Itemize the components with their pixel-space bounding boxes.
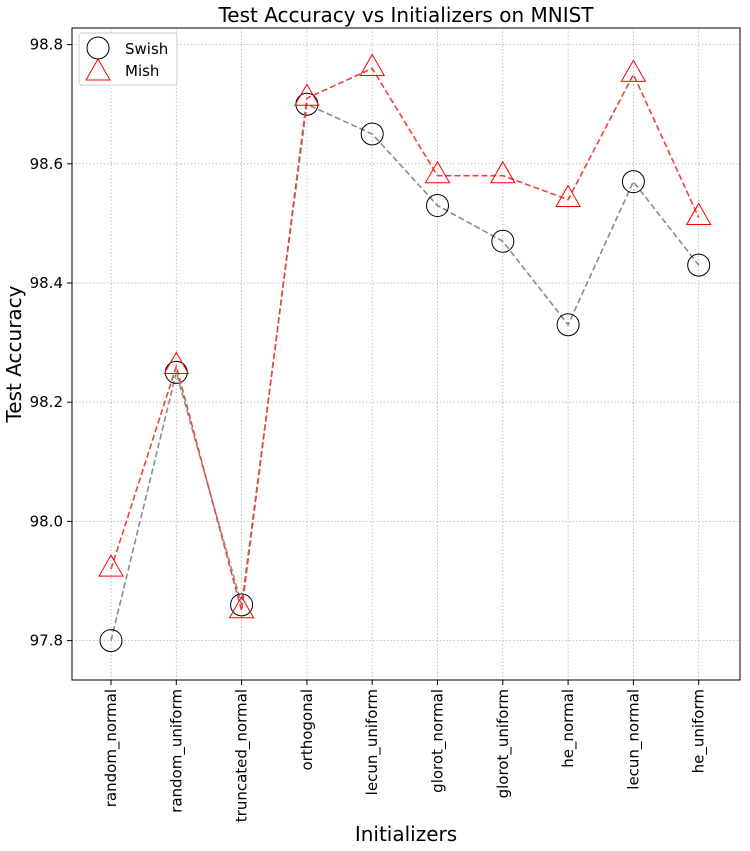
y-axis-ticks: 97.8 98.0 98.2 98.4 98.6 98.8 [30,36,72,650]
swish-point [491,229,515,253]
x-axis-label: Initializers [355,822,457,846]
swish-point [556,313,580,337]
legend-mish-marker [85,57,111,81]
mish-point [685,202,712,225]
legend-mish-label: Mish [125,62,159,80]
legend: Swish Mish [78,32,178,86]
x-tick-label: he_normal [559,689,578,768]
x-tick-label: truncated_normal [233,689,252,822]
mish-point [98,554,124,577]
x-tick-label: lecun_normal [624,689,643,790]
swish-point [99,629,123,653]
chart-title: Test Accuracy vs Initializers on MNIST [217,3,594,27]
mish-series-line [110,67,700,612]
swish-point [687,253,711,277]
legend-swish-label: Swish [125,40,168,58]
y-tick-label: 98.0 [30,512,63,530]
plot-series [98,53,712,653]
x-tick-label: lecun_uniform [363,689,382,795]
mish-point [294,83,320,106]
swish-point [426,194,449,218]
y-tick-label: 98.6 [30,155,63,173]
swish-series-line [110,103,700,641]
mish-point [359,53,386,76]
x-tick-label: glorot_uniform [494,689,513,798]
mish-point [228,595,255,619]
mish-point [424,160,451,184]
y-tick-label: 97.8 [30,632,63,650]
x-tick-label: glorot_normal [429,689,448,793]
swish-point [360,122,384,146]
swish-point [621,170,645,194]
mish-point [489,160,516,184]
y-tick-label: 98.4 [30,274,63,292]
x-tick-label: random_uniform [167,689,186,813]
legend-box [78,32,178,86]
x-tick-label: he_uniform [690,689,709,773]
mish-point [555,184,581,208]
grid [72,28,740,680]
y-tick-label: 98.2 [30,393,63,411]
x-axis-ticks: random_normal random_uniform truncated_nor… [102,680,709,822]
mish-point [620,59,647,82]
plot-frame [71,27,741,681]
y-axis-label: Test Accuracy [2,285,26,423]
y-tick-label: 98.8 [30,36,63,54]
swish-point [230,593,254,617]
x-tick-label: random_normal [102,689,121,807]
x-tick-label: orthogonal [298,689,316,770]
mish-point [163,351,190,374]
